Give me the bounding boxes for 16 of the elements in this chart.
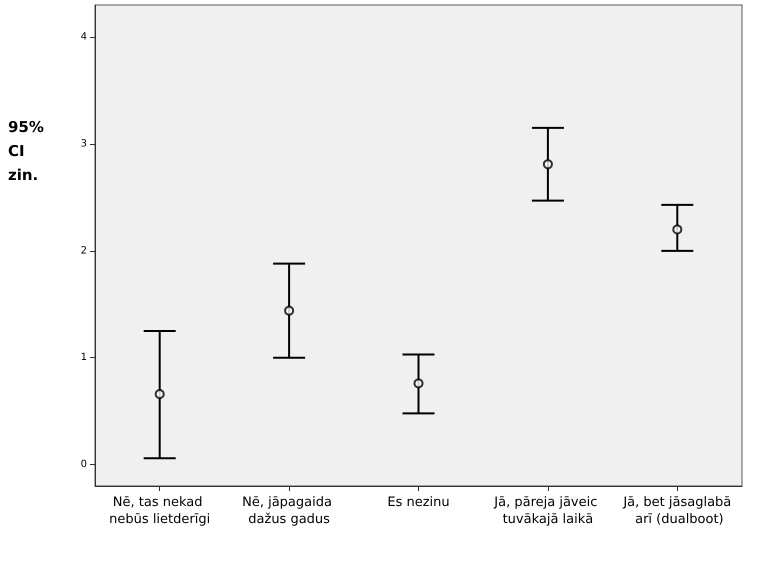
y-tick-label: 4 <box>80 32 87 43</box>
x-tick-label: Jā, bet jāsaglabā arī (dualboot) <box>622 495 732 527</box>
x-tick-label: Nē, tas nekad nebūs lietderīgi <box>109 495 210 527</box>
x-tick-label: Es nezinu <box>387 495 450 510</box>
point <box>414 378 424 388</box>
x-tick-label: Jā, pāreja jāveic tuvākajā laikā <box>493 495 602 527</box>
point <box>542 159 553 170</box>
y-tick-label: 0 <box>80 459 87 470</box>
y-tick-label: 3 <box>80 138 87 150</box>
x-tick-label: Nē, jāpagaida dažus gadus <box>242 495 336 527</box>
point <box>672 224 682 234</box>
point <box>284 306 294 316</box>
y-axis-title: 95% CI zin. <box>8 118 44 184</box>
y-tick-label: 2 <box>80 245 87 256</box>
y-tick-label: 1 <box>80 352 87 364</box>
point <box>154 389 165 400</box>
